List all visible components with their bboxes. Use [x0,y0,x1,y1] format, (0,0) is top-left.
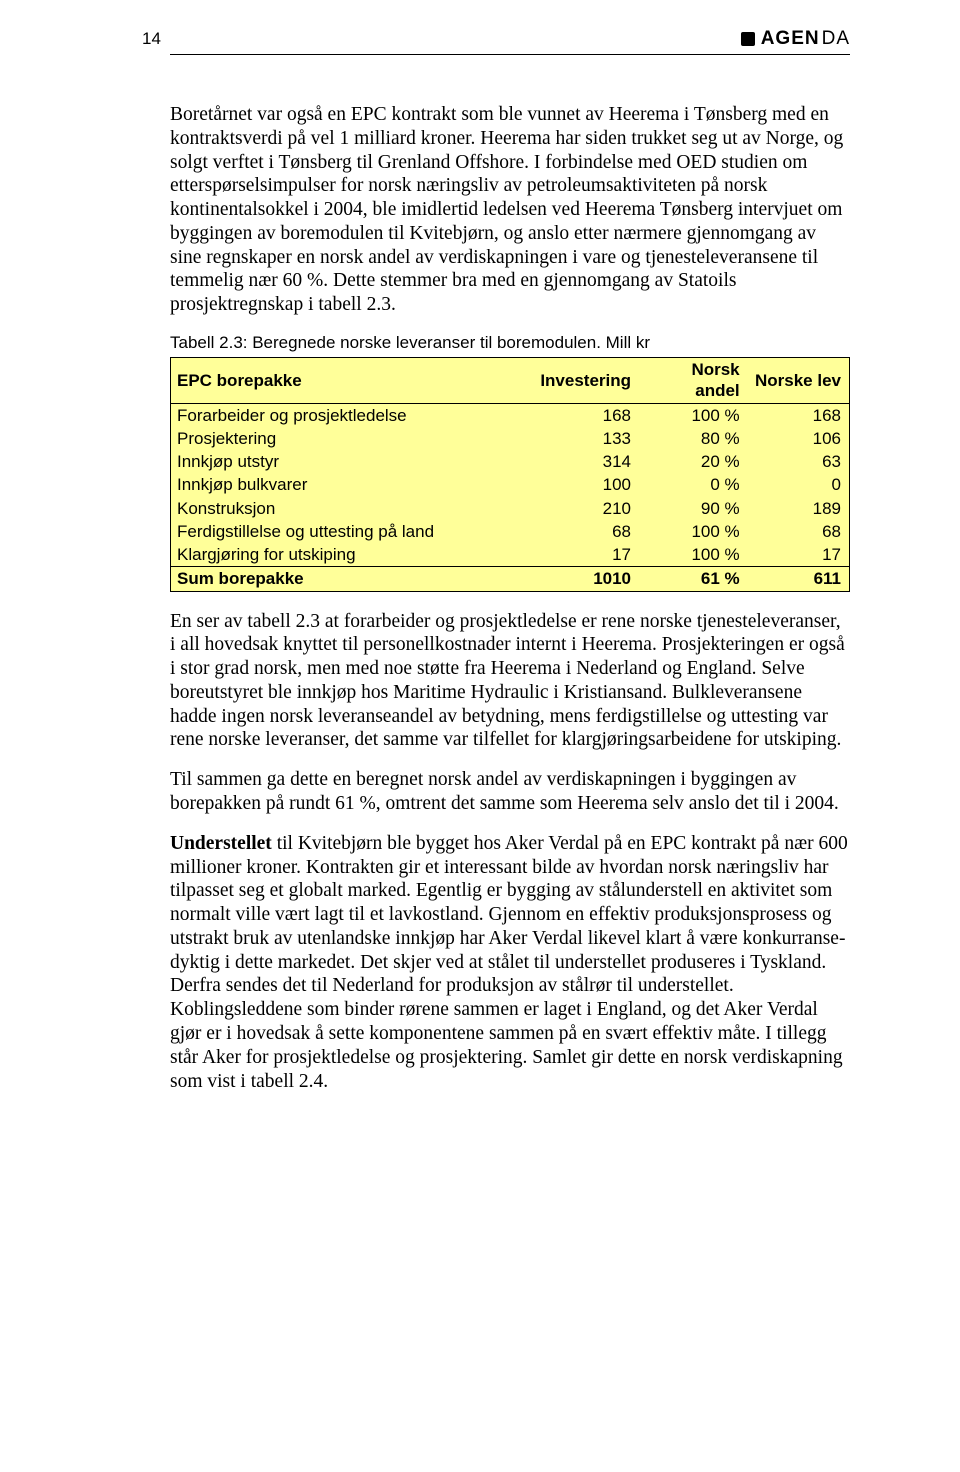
th-name: EPC borepakke [171,358,524,404]
brand-logo: AGENDA [741,28,850,50]
cell-inv: 68 [524,520,639,543]
th-norske-lev: Norske lev [748,358,850,404]
th-norsk-andel: Norsk andel [639,358,748,404]
th-investering: Investering [524,358,639,404]
cell-andel: 90 % [639,497,748,520]
cell-lev: 106 [748,427,850,450]
cell-name: Konstruksjon [171,497,524,520]
table-row: Konstruksjon 210 90 % 189 [171,497,850,520]
cell-andel: 80 % [639,427,748,450]
paragraph-2: En ser av tabell 2.3 at forarbeider og p… [170,610,850,753]
cell-lev: 68 [748,520,850,543]
cell-lev: 63 [748,450,850,473]
table-header-row: EPC borepakke Investering Norsk andel No… [171,358,850,404]
body-content: Boretårnet var også en EPC kontrakt som … [170,103,850,1093]
table-sum-row: Sum borepakke 1010 61 % 611 [171,567,850,591]
cell-andel: 100 % [639,403,748,427]
paragraph-1: Boretårnet var også en EPC kontrakt som … [170,103,850,317]
table-caption: Tabell 2.3: Beregnede norske leveranser … [170,333,850,353]
brand-text-light: DA [822,28,850,50]
cell-inv: 314 [524,450,639,473]
cell-lev: 189 [748,497,850,520]
page-header: 14 AGENDA [170,28,850,55]
page-number: 14 [142,29,161,49]
cell-lev: 168 [748,403,850,427]
brand-text-bold: AGEN [761,28,820,50]
table-row: Forarbeider og prosjektledelse 168 100 %… [171,403,850,427]
cell-andel: 100 % [639,520,748,543]
cell-inv: 17 [524,543,639,567]
cell-name: Innkjøp bulkvarer [171,473,524,496]
cell-name: Prosjektering [171,427,524,450]
table-row: Innkjøp utstyr 314 20 % 63 [171,450,850,473]
cell-andel: 20 % [639,450,748,473]
table-row: Klargjøring for utskiping 17 100 % 17 [171,543,850,567]
cell-inv: 100 [524,473,639,496]
cell-name: Forarbeider og prosjektledelse [171,403,524,427]
table-row: Innkjøp bulkvarer 100 0 % 0 [171,473,850,496]
paragraph-3: Til sammen ga dette en beregnet norsk an… [170,768,850,816]
cell-name: Ferdigstillelse og uttesting på land [171,520,524,543]
sum-inv: 1010 [524,567,639,591]
para4-rest: til Kvitebjørn ble bygget hos Aker Verda… [170,833,848,1092]
para4-lead-bold: Understellet [170,833,272,854]
cell-andel: 0 % [639,473,748,496]
cell-lev: 0 [748,473,850,496]
sum-lev: 611 [748,567,850,591]
page: 14 AGENDA Boretårnet var også en EPC kon… [0,0,960,1472]
sum-name: Sum borepakke [171,567,524,591]
paragraph-4: Understellet til Kvitebjørn ble bygget h… [170,832,850,1094]
cell-inv: 210 [524,497,639,520]
cell-inv: 133 [524,427,639,450]
cell-name: Klargjøring for utskiping [171,543,524,567]
table-epc-borepakke: EPC borepakke Investering Norsk andel No… [170,357,850,592]
cell-inv: 168 [524,403,639,427]
cell-lev: 17 [748,543,850,567]
sum-andel: 61 % [639,567,748,591]
table-row: Ferdigstillelse og uttesting på land 68 … [171,520,850,543]
cell-name: Innkjøp utstyr [171,450,524,473]
table-row: Prosjektering 133 80 % 106 [171,427,850,450]
brand-dot-icon [741,32,755,46]
cell-andel: 100 % [639,543,748,567]
